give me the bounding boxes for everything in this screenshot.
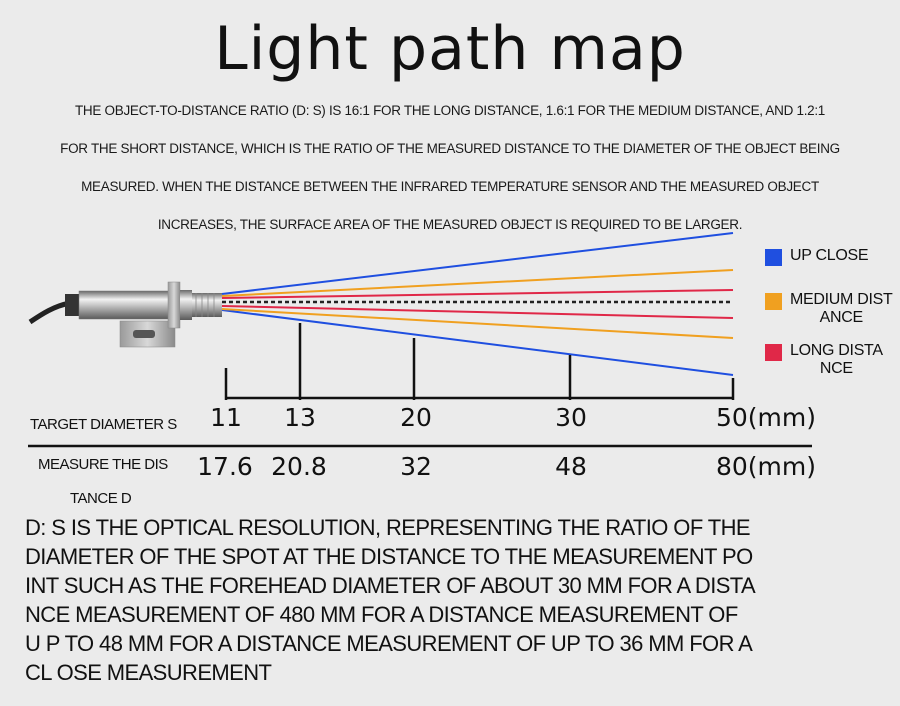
target-value: 20 bbox=[400, 403, 432, 432]
distance-value: 20.8 bbox=[271, 452, 327, 481]
page-title: Light path map bbox=[214, 14, 686, 84]
distance-label-cont: TANCE D bbox=[70, 490, 132, 507]
footnote-paragraph: D: S IS THE OPTICAL RESOLUTION, REPRESEN… bbox=[25, 515, 754, 685]
ir-sensor-device bbox=[28, 281, 222, 348]
target-value: 30 bbox=[555, 403, 587, 432]
target-diameter-label: TARGET DIAMETER S bbox=[30, 416, 177, 433]
intro-paragraph: THE OBJECT-TO-DISTANCE RATIO (D: S) IS 1… bbox=[60, 103, 840, 232]
legend-label: UP CLOSE bbox=[790, 247, 869, 264]
distance-value: 17.6 bbox=[197, 452, 253, 481]
target-value: 11 bbox=[210, 403, 242, 432]
distance-markers bbox=[224, 323, 735, 400]
legend-up-close: UP CLOSE bbox=[765, 247, 869, 266]
legend-long-distance: LONG DISTA NCE bbox=[765, 342, 883, 378]
legend-swatch-red bbox=[765, 344, 782, 361]
legend-label: MEDIUM DIST ANCE bbox=[790, 291, 893, 326]
distance-value: 80(mm) bbox=[715, 452, 816, 481]
distance-value: 32 bbox=[400, 452, 432, 481]
beam-up-close bbox=[221, 232, 734, 376]
beam-medium-distance bbox=[221, 269, 734, 339]
legend-swatch-blue bbox=[765, 249, 782, 266]
target-value: 13 bbox=[284, 403, 316, 432]
beam-long-distance bbox=[221, 289, 734, 319]
target-value: 50(mm) bbox=[715, 403, 816, 432]
distance-label: MEASURE THE DIS bbox=[38, 456, 168, 473]
distance-value: 48 bbox=[555, 452, 587, 481]
legend-swatch-orange bbox=[765, 293, 782, 310]
legend-medium-distance: MEDIUM DIST ANCE bbox=[765, 291, 893, 327]
legend-label: LONG DISTA NCE bbox=[790, 342, 883, 377]
